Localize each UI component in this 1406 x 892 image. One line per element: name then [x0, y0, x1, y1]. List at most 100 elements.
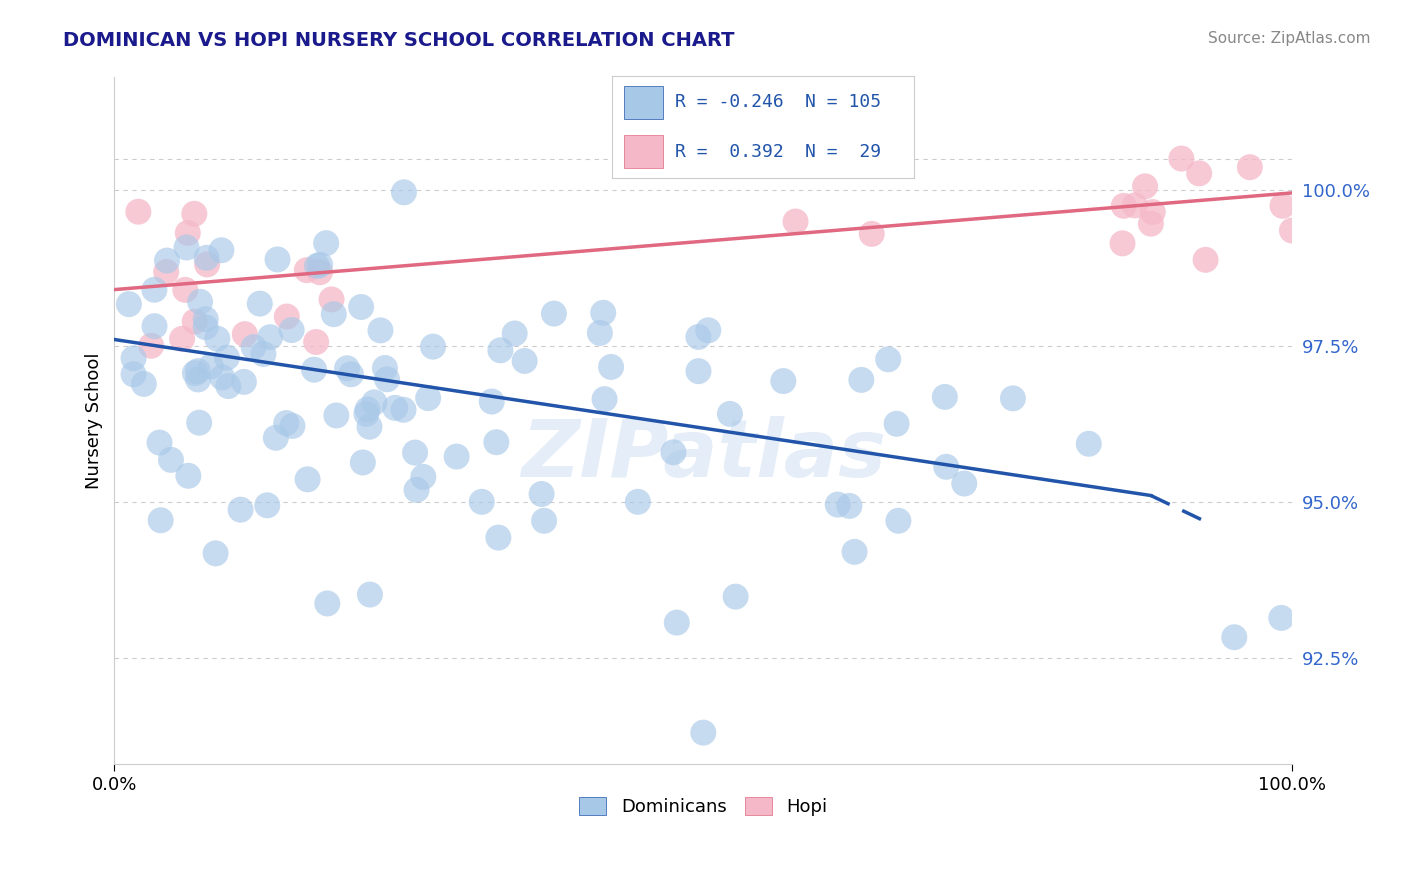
Text: N =  29: N = 29 — [806, 143, 882, 161]
Point — [127, 204, 149, 219]
Point — [485, 435, 508, 450]
Point — [200, 359, 222, 374]
Point — [1133, 179, 1156, 194]
Point — [404, 445, 426, 459]
Point — [229, 502, 252, 516]
Point — [187, 372, 209, 386]
Point — [188, 294, 211, 309]
Text: R = -0.246: R = -0.246 — [675, 94, 783, 112]
Point — [309, 265, 332, 279]
Point — [322, 307, 344, 321]
Point — [844, 545, 866, 559]
Point — [935, 459, 957, 474]
Point — [172, 332, 194, 346]
Point — [418, 391, 440, 405]
Point — [242, 340, 264, 354]
Point — [177, 468, 200, 483]
Point — [877, 352, 900, 367]
Point — [305, 334, 328, 349]
Point — [195, 257, 218, 271]
Point — [184, 366, 207, 380]
Text: DOMINICAN VS HOPI NURSERY SCHOOL CORRELATION CHART: DOMINICAN VS HOPI NURSERY SCHOOL CORRELA… — [63, 31, 735, 50]
Point — [1271, 199, 1294, 213]
Point — [249, 296, 271, 310]
Text: N = 105: N = 105 — [806, 94, 882, 112]
Point — [1123, 198, 1146, 212]
Point — [215, 351, 238, 365]
Point — [533, 514, 555, 528]
Point — [141, 339, 163, 353]
Point — [384, 401, 406, 415]
Legend: Dominicans, Hopi: Dominicans, Hopi — [572, 789, 835, 823]
Point — [481, 394, 503, 409]
Point — [259, 330, 281, 344]
Point — [665, 615, 688, 630]
Point — [1112, 199, 1135, 213]
Point — [356, 407, 378, 421]
Point — [412, 470, 434, 484]
Point — [688, 364, 710, 378]
Point — [827, 498, 849, 512]
Point — [352, 455, 374, 469]
Point — [1001, 392, 1024, 406]
Point — [204, 546, 226, 560]
Point — [627, 495, 650, 509]
Point — [281, 419, 304, 434]
Point — [363, 395, 385, 409]
Point — [486, 531, 509, 545]
Point — [1270, 611, 1292, 625]
Point — [724, 590, 747, 604]
Point — [143, 283, 166, 297]
Point — [600, 359, 623, 374]
Y-axis label: Nursery School: Nursery School — [86, 352, 103, 489]
Point — [934, 390, 956, 404]
Point — [187, 364, 209, 378]
Text: R =  0.392: R = 0.392 — [675, 143, 783, 161]
Point — [718, 407, 741, 421]
Point — [122, 351, 145, 366]
Point — [887, 514, 910, 528]
Point — [592, 306, 614, 320]
Point — [886, 417, 908, 431]
Point — [340, 368, 363, 382]
Point — [149, 513, 172, 527]
Point — [176, 240, 198, 254]
Point — [359, 588, 381, 602]
Point — [256, 499, 278, 513]
Point — [471, 495, 494, 509]
Point — [359, 419, 381, 434]
Point — [132, 376, 155, 391]
Point — [513, 354, 536, 368]
Point — [374, 361, 396, 376]
Point — [838, 499, 860, 513]
Point — [266, 252, 288, 267]
Point — [392, 402, 415, 417]
Bar — [624, 136, 664, 168]
Point — [489, 343, 512, 358]
Point — [325, 409, 347, 423]
Point — [315, 236, 337, 251]
Point — [375, 372, 398, 386]
Point — [785, 214, 807, 228]
Point — [295, 263, 318, 277]
Point — [356, 402, 378, 417]
Point — [1239, 160, 1261, 174]
Text: Source: ZipAtlas.com: Source: ZipAtlas.com — [1208, 31, 1371, 46]
Point — [1077, 437, 1099, 451]
Point — [1170, 152, 1192, 166]
Point — [217, 379, 239, 393]
Point — [772, 374, 794, 388]
Point — [143, 319, 166, 334]
Point — [183, 207, 205, 221]
Point — [309, 258, 332, 272]
Point — [953, 476, 976, 491]
Point — [851, 373, 873, 387]
Point — [122, 368, 145, 382]
Point — [422, 340, 444, 354]
Point — [305, 259, 328, 273]
Point — [692, 725, 714, 739]
Point — [160, 453, 183, 467]
Point — [155, 265, 177, 279]
Point — [1281, 223, 1303, 237]
Text: ZIPatlas: ZIPatlas — [520, 416, 886, 494]
